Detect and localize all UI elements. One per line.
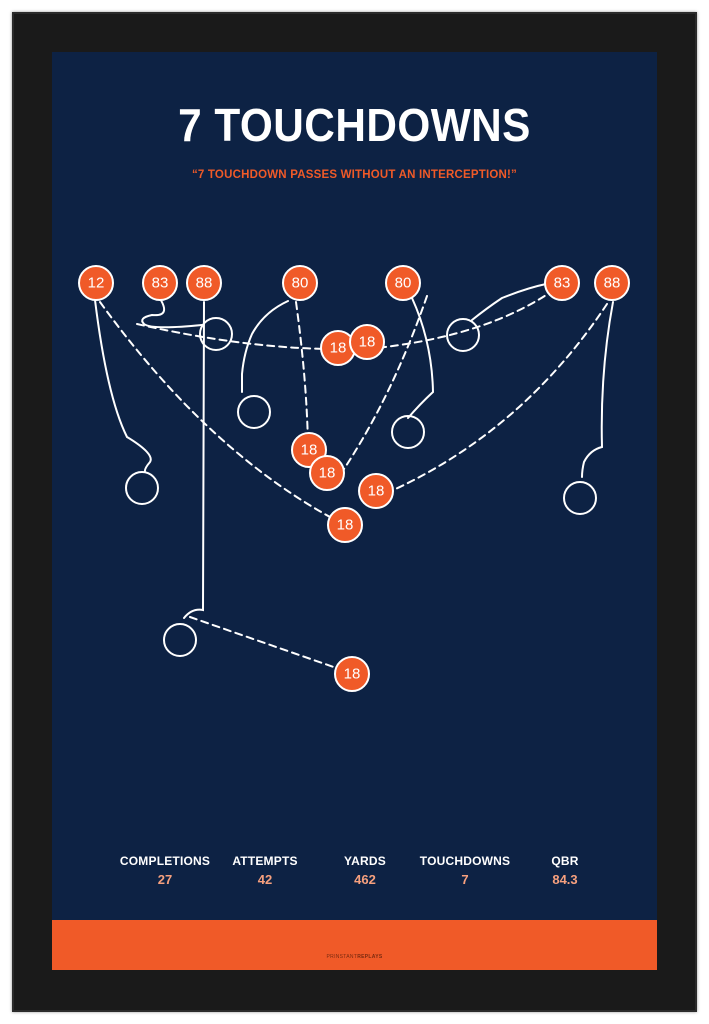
passer-label: 18 [359,334,376,351]
receiver-label: 80 [395,275,412,292]
receiver-label: 83 [152,275,169,292]
receiver-label: 80 [292,275,309,292]
stat-touchdowns: TOUCHDOWNS 7 [410,854,520,887]
brand-mark: PRINSTANTREPLAYS [52,954,657,960]
stat-value: 42 [257,872,273,887]
brand-name: REPLAYS [357,954,383,960]
stat-yards: YARDS 462 [310,854,420,887]
pass-line-83-right [366,283,563,350]
route-12 [94,299,152,473]
passer-marker-18: 18 [358,473,394,509]
stats-row: COMPLETIONS 27 ATTEMPTS 42 YARDS 462 TOU… [52,854,657,894]
passer-label: 18 [344,666,361,683]
receiver-marker-12: 12 [78,265,114,301]
brand-prefix: PRINSTANT [326,954,358,960]
pass-line-80-right [341,295,428,473]
passer-marker-18: 18 [320,330,356,366]
receiver-label: 88 [604,275,621,292]
route-80-left [241,300,289,393]
stat-label: COMPLETIONS [119,854,211,868]
defender-circle [563,481,597,515]
stat-label: TOUCHDOWNS [419,854,511,868]
passer-marker-18: 18 [309,455,345,491]
defender-circle [199,317,233,351]
receiver-markers: 12 83 88 80 80 83 [78,265,630,301]
route-80-right [407,297,435,419]
pass-lines [99,283,608,673]
passer-marker-18: 18 [349,324,385,360]
play-diagram: 12 83 88 80 80 83 [78,265,630,692]
stat-value: 84.3 [552,872,578,887]
receiver-label: 83 [554,275,571,292]
pass-line-80-left [295,301,309,448]
poster-title: 7 TOUCHDOWNS [178,99,531,151]
receiver-label: 88 [196,275,213,292]
receiver-label: 12 [88,275,105,292]
defenders [125,317,597,657]
receiver-marker-80: 80 [282,265,318,301]
stat-label: YARDS [344,854,386,868]
pass-line-12 [99,301,346,526]
footer-band: PRINSTANTREPLAYS [52,920,657,970]
routes [94,283,614,619]
passer-marker-18: 18 [334,656,370,692]
stat-value: 7 [461,872,469,887]
passer-label: 18 [337,517,354,534]
receiver-marker-83: 83 [142,265,178,301]
defender-circle [237,395,271,429]
passer-marker-18: 18 [327,507,363,543]
defender-circle [163,623,197,657]
defender-circle [391,415,425,449]
stat-qbr: QBR 84.3 [510,854,620,887]
receiver-marker-88: 88 [186,265,222,301]
passer-label: 18 [319,465,336,482]
route-88-right [581,301,614,478]
poster: 7 TOUCHDOWNS “7 TOUCHDOWN PASSES WITHOUT… [52,52,657,970]
pass-line-88-right [388,303,608,493]
passer-label: 18 [368,483,385,500]
route-83-left [141,296,203,329]
passer-markers: 18 18 18 18 18 18 [291,324,394,692]
pass-line-88-left [189,616,349,673]
receiver-marker-88: 88 [594,265,630,301]
defender-circle [446,318,480,352]
stat-value: 462 [354,872,376,887]
stat-label: ATTEMPTS [232,854,298,868]
stat-attempts: ATTEMPTS 42 [210,854,320,887]
stat-label: QBR [551,854,579,868]
stat-value: 27 [157,872,173,887]
receiver-marker-83: 83 [544,265,580,301]
stat-completions: COMPLETIONS 27 [110,854,220,887]
route-88-left [183,301,205,619]
poster-subtitle: “7 TOUCHDOWN PASSES WITHOUT AN INTERCEPT… [191,169,518,181]
defender-circle [125,471,159,505]
receiver-marker-80: 80 [385,265,421,301]
passer-label: 18 [301,442,318,459]
passer-label: 18 [330,340,347,357]
route-83-right [471,283,547,321]
